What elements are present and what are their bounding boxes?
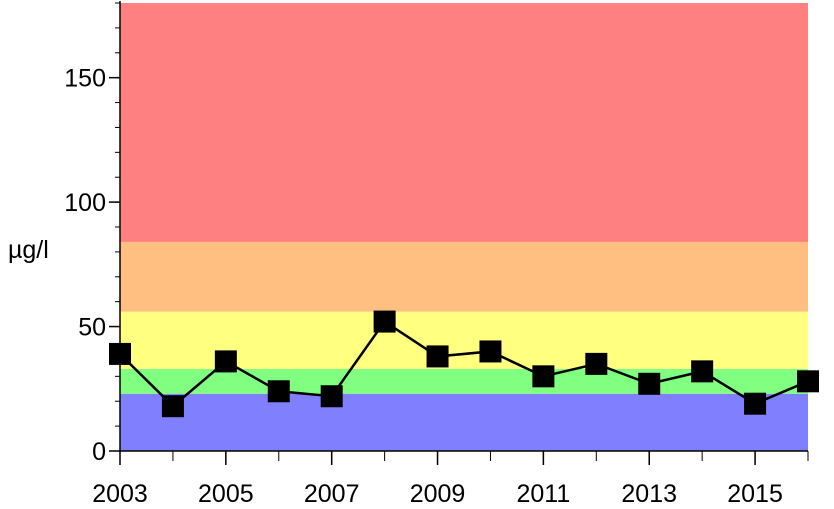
data-point <box>267 380 290 403</box>
data-point <box>638 372 661 395</box>
x-tick-label: 2013 <box>621 480 677 508</box>
x-tick-label: 2007 <box>304 480 360 508</box>
y-tick-label: 150 <box>64 65 106 93</box>
data-point <box>109 342 131 365</box>
axes: 0 50 100 150 2003 2005 2007 2009 2011 2013 2015 <box>64 1 809 508</box>
x-tick-label: 2015 <box>727 480 783 508</box>
x-tick-label: 2005 <box>198 480 254 508</box>
x-tick-label: 2009 <box>410 480 466 508</box>
threshold-bands <box>120 3 808 451</box>
data-point <box>426 345 449 368</box>
band-4 <box>120 3 808 242</box>
data-point <box>479 340 502 363</box>
data-point <box>320 385 343 408</box>
y-tick-label: 100 <box>64 189 106 217</box>
y-tick-label: 50 <box>78 314 106 342</box>
band-0 <box>120 393 808 451</box>
data-point <box>797 370 819 393</box>
data-point <box>744 392 767 415</box>
data-series <box>109 310 819 418</box>
y-tick-label: 0 <box>92 438 106 466</box>
data-point <box>585 352 608 375</box>
band-3 <box>120 241 808 312</box>
data-point <box>214 350 237 373</box>
data-point <box>532 365 555 388</box>
x-tick-label: 2011 <box>517 480 571 508</box>
data-point <box>161 395 184 418</box>
data-point <box>691 360 714 383</box>
data-point <box>373 310 396 333</box>
y-axis-label: µg/l <box>8 236 49 264</box>
x-tick-label: 2003 <box>92 480 148 508</box>
